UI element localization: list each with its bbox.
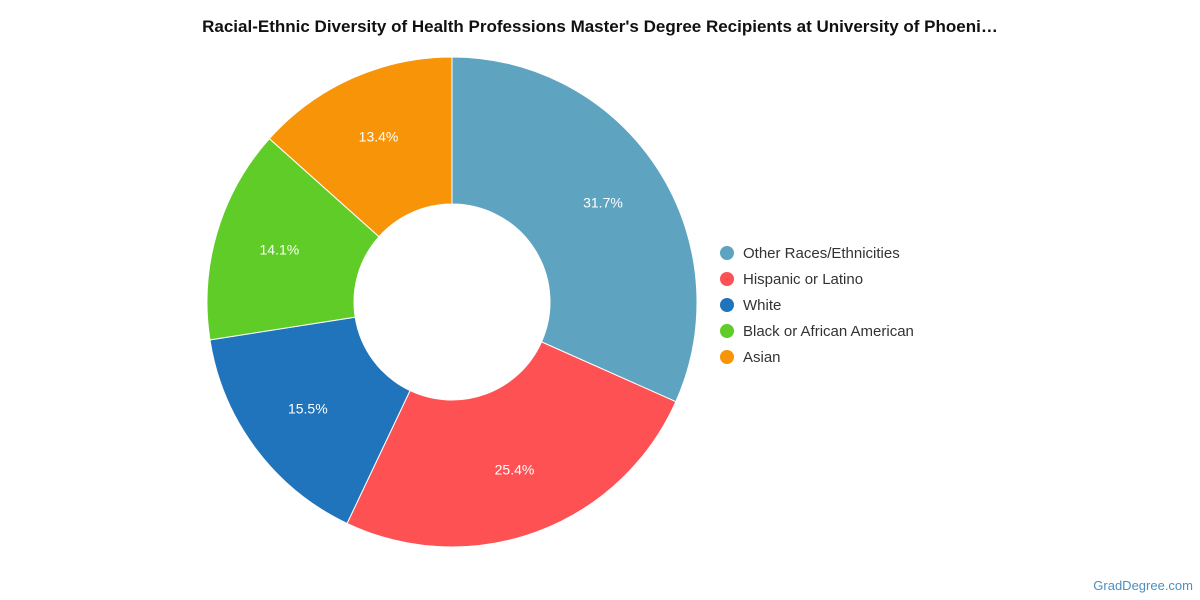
donut-slice-hispanic-or-latino[interactable] xyxy=(346,341,677,548)
slice-value-label: 31.7% xyxy=(583,195,623,211)
slice-value-label: 13.4% xyxy=(359,128,399,144)
slice-value-label: 15.5% xyxy=(288,400,328,416)
legend-item-asian[interactable]: Asian xyxy=(720,344,914,370)
legend-item-other-races[interactable]: Other Races/Ethnicities xyxy=(720,240,914,266)
legend-item-white[interactable]: White xyxy=(720,292,914,318)
chart-title: Racial-Ethnic Diversity of Health Profes… xyxy=(202,17,998,36)
legend-swatch xyxy=(720,298,734,312)
legend-swatch xyxy=(720,246,734,260)
legend-swatch xyxy=(720,272,734,286)
donut-slice-black-or-african-american[interactable] xyxy=(206,137,380,341)
slice-value-label: 25.4% xyxy=(495,462,535,478)
legend-swatch xyxy=(720,350,734,364)
donut-slice-other-races-ethnicities[interactable] xyxy=(451,56,698,403)
donut-slice-asian[interactable] xyxy=(268,56,453,238)
legend-item-hispanic-latino[interactable]: Hispanic or Latino xyxy=(720,266,914,292)
slice-value-label: 14.1% xyxy=(260,242,300,258)
watermark-link[interactable]: GradDegree.com xyxy=(1093,578,1193,593)
legend-swatch xyxy=(720,324,734,338)
legend-label: White xyxy=(743,296,782,314)
legend-label: Black or African American xyxy=(743,322,914,340)
legend-label: Hispanic or Latino xyxy=(743,270,864,288)
legend-item-black-african-american[interactable]: Black or African American xyxy=(720,318,914,344)
legend-label: Other Races/Ethnicities xyxy=(743,244,900,262)
donut-slice-white[interactable] xyxy=(209,316,411,525)
legend-label: Asian xyxy=(743,348,781,366)
legend: Other Races/Ethnicities Hispanic or Lati… xyxy=(720,240,914,370)
